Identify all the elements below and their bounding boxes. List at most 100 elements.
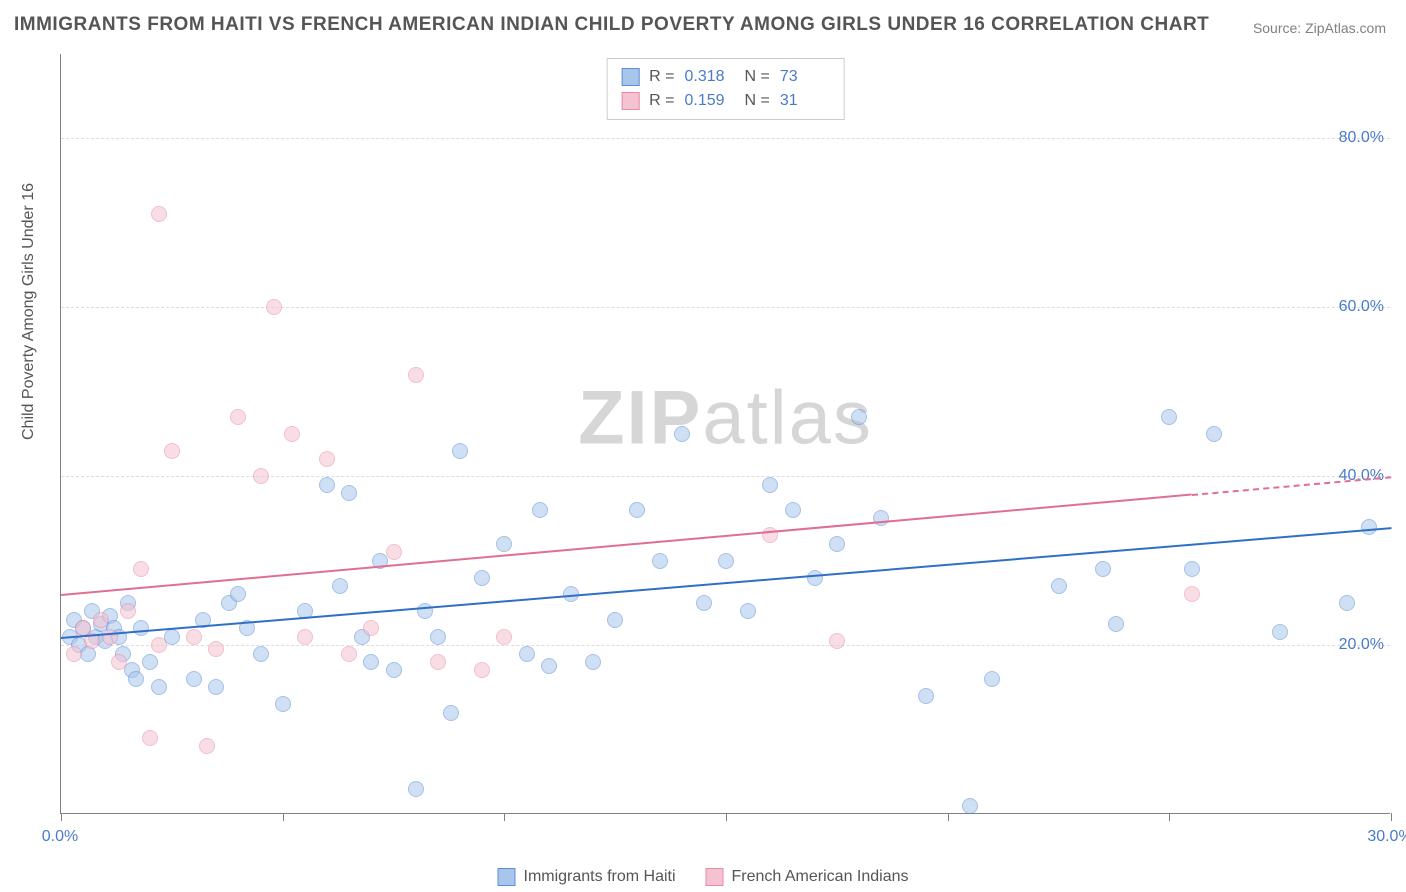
scatter-point-haiti — [253, 646, 269, 662]
scatter-point-haiti — [652, 553, 668, 569]
legend-bottom: Immigrants from Haiti French American Ind… — [497, 868, 908, 886]
scatter-point-french — [93, 612, 109, 628]
legend-swatch-french — [706, 868, 724, 886]
scatter-point-french — [66, 646, 82, 662]
scatter-point-haiti — [1206, 426, 1222, 442]
legend-item-french: French American Indians — [706, 868, 909, 886]
scatter-point-haiti — [607, 612, 623, 628]
scatter-point-french — [284, 426, 300, 442]
legend-swatch-haiti — [621, 68, 639, 86]
scatter-point-haiti — [230, 586, 246, 602]
x-tick-label: 0.0% — [42, 828, 78, 846]
y-tick-label: 20.0% — [1339, 636, 1384, 654]
scatter-point-haiti — [319, 477, 335, 493]
scatter-point-haiti — [128, 671, 144, 687]
scatter-point-french — [199, 738, 215, 754]
y-tick-label: 40.0% — [1339, 467, 1384, 485]
scatter-point-haiti — [1339, 595, 1355, 611]
legend-item-haiti: Immigrants from Haiti — [497, 868, 675, 886]
scatter-point-haiti — [275, 696, 291, 712]
scatter-point-french — [111, 654, 127, 670]
scatter-point-haiti — [918, 688, 934, 704]
scatter-point-haiti — [474, 570, 490, 586]
scatter-point-french — [319, 451, 335, 467]
scatter-point-haiti — [984, 671, 1000, 687]
scatter-point-haiti — [363, 654, 379, 670]
scatter-point-french — [266, 299, 282, 315]
gridline — [61, 138, 1390, 139]
legend-stats-box: R =0.318N =73R =0.159N =31 — [606, 58, 845, 120]
scatter-point-haiti — [452, 443, 468, 459]
scatter-point-haiti — [1095, 561, 1111, 577]
scatter-point-french — [208, 641, 224, 657]
scatter-point-haiti — [430, 629, 446, 645]
n-value-french: 31 — [780, 89, 830, 113]
x-tick — [1169, 813, 1170, 821]
scatter-point-haiti — [1361, 519, 1377, 535]
scatter-point-haiti — [962, 798, 978, 814]
regression-line-dashed-french — [1191, 476, 1391, 496]
scatter-point-french — [151, 206, 167, 222]
scatter-point-haiti — [519, 646, 535, 662]
scatter-point-french — [230, 409, 246, 425]
scatter-point-haiti — [1272, 624, 1288, 640]
regression-line-haiti — [61, 527, 1391, 639]
x-tick — [283, 813, 284, 821]
y-tick-label: 80.0% — [1339, 129, 1384, 147]
scatter-point-french — [102, 629, 118, 645]
x-tick — [726, 813, 727, 821]
n-label: N = — [745, 65, 770, 89]
scatter-point-french — [408, 367, 424, 383]
legend-swatch-haiti — [497, 868, 515, 886]
x-tick — [1391, 813, 1392, 821]
gridline — [61, 307, 1390, 308]
scatter-point-haiti — [1184, 561, 1200, 577]
scatter-point-haiti — [762, 477, 778, 493]
scatter-point-haiti — [386, 662, 402, 678]
watermark: ZIPatlas — [578, 375, 873, 462]
scatter-point-haiti — [208, 679, 224, 695]
scatter-point-haiti — [740, 603, 756, 619]
y-tick-label: 60.0% — [1339, 298, 1384, 316]
scatter-point-french — [430, 654, 446, 670]
x-tick — [504, 813, 505, 821]
scatter-point-haiti — [829, 536, 845, 552]
scatter-point-haiti — [186, 671, 202, 687]
scatter-point-haiti — [851, 409, 867, 425]
r-value-haiti: 0.318 — [685, 65, 735, 89]
scatter-point-haiti — [696, 595, 712, 611]
scatter-point-french — [341, 646, 357, 662]
legend-label-haiti: Immigrants from Haiti — [523, 868, 675, 886]
r-label: R = — [649, 65, 674, 89]
scatter-point-french — [363, 620, 379, 636]
scatter-point-french — [386, 544, 402, 560]
scatter-point-haiti — [873, 510, 889, 526]
scatter-point-haiti — [151, 679, 167, 695]
scatter-point-haiti — [532, 502, 548, 518]
legend-stats-row-haiti: R =0.318N =73 — [621, 65, 830, 89]
scatter-point-french — [253, 468, 269, 484]
x-tick — [61, 813, 62, 821]
watermark-bold: ZIP — [578, 376, 702, 461]
scatter-point-haiti — [341, 485, 357, 501]
scatter-point-haiti — [1051, 578, 1067, 594]
regression-line-french — [61, 494, 1192, 596]
chart-title: IMMIGRANTS FROM HAITI VS FRENCH AMERICAN… — [14, 14, 1209, 36]
scatter-point-haiti — [133, 620, 149, 636]
scatter-point-haiti — [1108, 616, 1124, 632]
scatter-point-french — [1184, 586, 1200, 602]
scatter-point-haiti — [332, 578, 348, 594]
legend-label-french: French American Indians — [732, 868, 909, 886]
scatter-point-haiti — [541, 658, 557, 674]
legend-swatch-french — [621, 92, 639, 110]
scatter-point-french — [164, 443, 180, 459]
scatter-point-haiti — [629, 502, 645, 518]
r-value-french: 0.159 — [685, 89, 735, 113]
scatter-point-haiti — [496, 536, 512, 552]
scatter-point-french — [474, 662, 490, 678]
legend-stats-row-french: R =0.159N =31 — [621, 89, 830, 113]
scatter-point-french — [142, 730, 158, 746]
scatter-point-french — [297, 629, 313, 645]
scatter-point-haiti — [1161, 409, 1177, 425]
x-tick — [948, 813, 949, 821]
